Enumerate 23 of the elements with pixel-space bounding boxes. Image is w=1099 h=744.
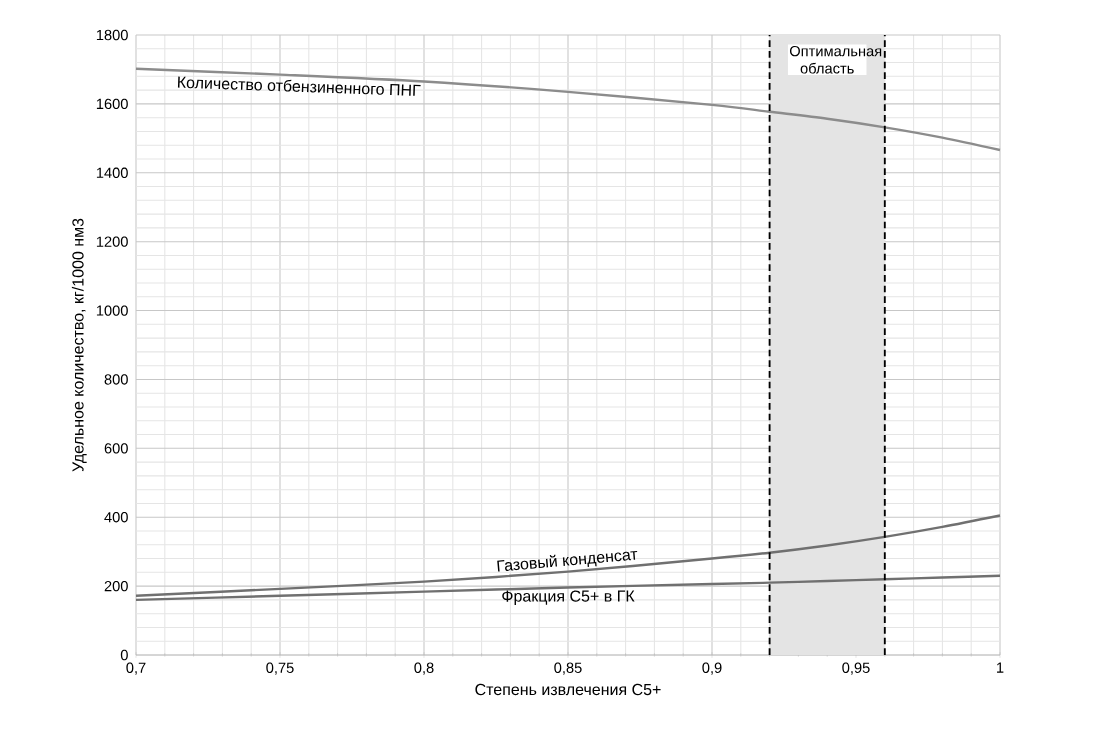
x-tick-label: 0,85 [554, 662, 582, 675]
x-axis-title: Степень извлечения С5+ [475, 683, 661, 696]
y-tick-label: 1200 [96, 236, 128, 247]
y-tick-label: 0 [120, 649, 128, 661]
y-tick-label: 400 [104, 512, 128, 523]
y-tick-label: 1400 [96, 167, 128, 178]
x-tick-label: 0,8 [414, 662, 434, 675]
x-tick-label: 1 [997, 662, 1004, 673]
y-tick-label: 200 [104, 580, 128, 592]
y-tick-label: 600 [104, 443, 128, 454]
x-tick-label: 0,7 [126, 662, 146, 675]
series-label: Фракция С5+ в ГК [502, 590, 635, 605]
y-tick-label: 1000 [96, 305, 128, 316]
y-tick-label: 800 [104, 374, 128, 385]
band-label: Оптимальная область [789, 45, 882, 74]
y-tick-label: 1600 [96, 98, 128, 110]
series-label: Газовый конденсат [497, 551, 638, 572]
x-tick-label: 0,9 [702, 662, 722, 675]
y-tick-label: 1800 [96, 29, 128, 41]
x-tick-label: 0,95 [842, 662, 870, 675]
series-label: Количество отбензиненного ПНГ [177, 76, 421, 96]
y-axis-title: Удельное количество, кг/1000 нм3 [71, 218, 87, 472]
x-tick-label: 0,75 [266, 662, 294, 675]
